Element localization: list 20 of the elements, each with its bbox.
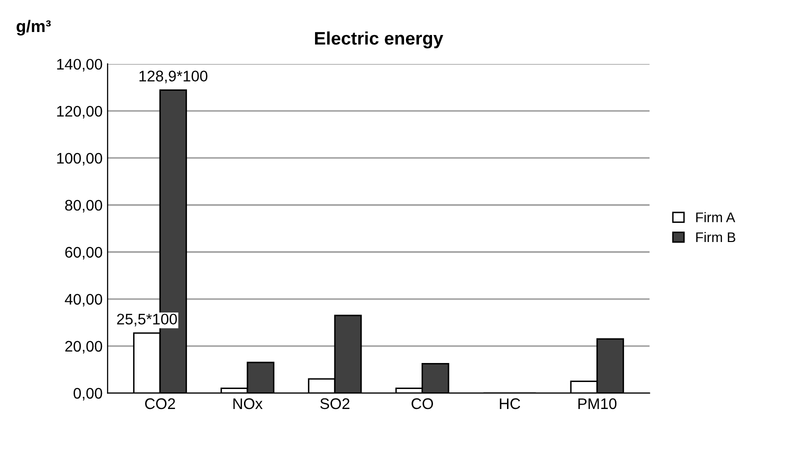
chart-title: Electric energy <box>315 31 444 48</box>
x-tick-label: SO2 <box>320 398 350 410</box>
legend-label: Firm B <box>696 232 736 242</box>
y-tick-label: 140,00 <box>57 58 102 72</box>
x-tick-label: NOx <box>233 398 263 410</box>
x-tick-label: HC <box>500 398 520 410</box>
x-tick-label: PM10 <box>578 398 616 410</box>
y-tick-label: 0,00 <box>74 388 102 401</box>
x-tick-label: CO2 <box>145 398 175 410</box>
y-tick-label: 100,00 <box>57 152 102 166</box>
x-tick-label: CO <box>412 398 434 410</box>
y-tick-label: 40,00 <box>64 294 102 306</box>
y-tick-label: 60,00 <box>65 246 102 260</box>
y-tick-label: 80,00 <box>65 200 102 212</box>
annotation: 128,9*100 <box>139 70 208 84</box>
annotation: 25,5*100 <box>117 314 177 326</box>
legend-label: Firm A <box>696 212 736 222</box>
y-tick-label: 20,00 <box>65 340 102 354</box>
y-tick-label: 120,00 <box>57 106 102 118</box>
y-axis-title: g/m³ <box>16 20 51 36</box>
